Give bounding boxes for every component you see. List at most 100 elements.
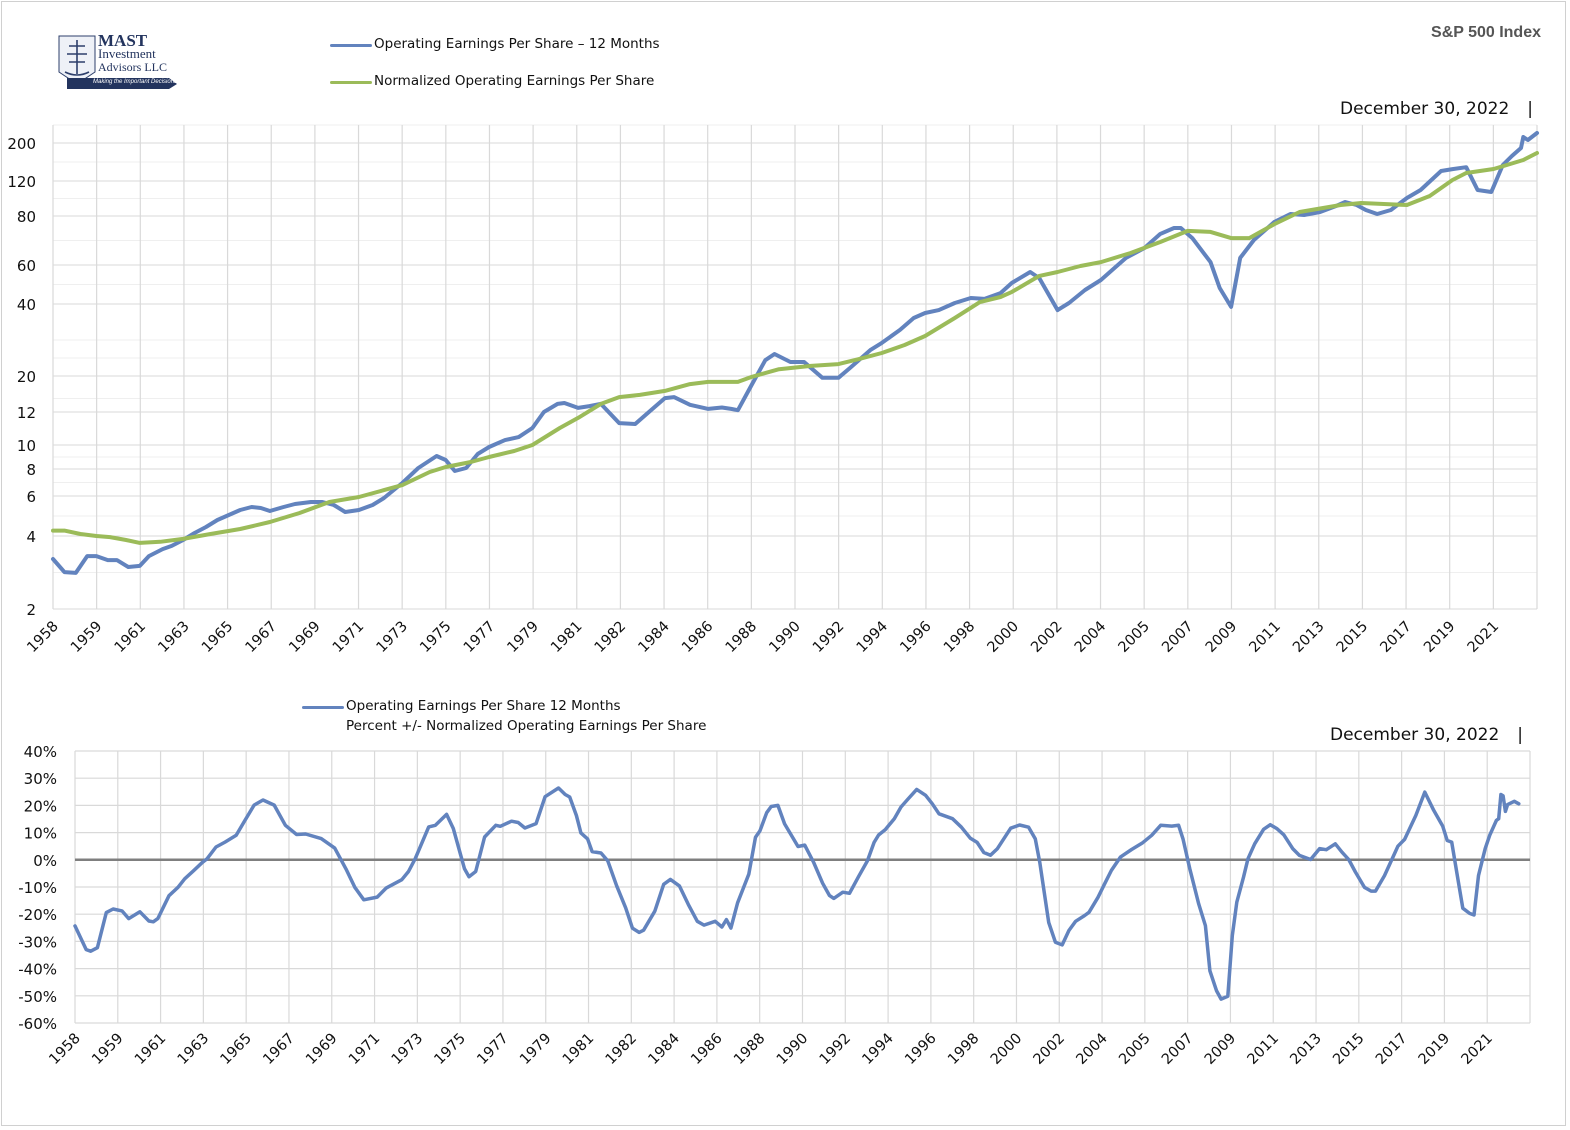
x-tick-label: 1982	[592, 619, 629, 656]
x-tick-label: 2000	[985, 619, 1022, 656]
x-tick-label: 1973	[374, 619, 411, 656]
y-tick-label: 6	[26, 488, 36, 506]
x-tick-label: 1961	[132, 1031, 169, 1068]
x-tick-label: 2009	[1203, 619, 1240, 656]
logo-investment: Investment	[98, 46, 156, 61]
x-tick-label: 1975	[417, 619, 454, 656]
x-tick-label: 2007	[1159, 619, 1196, 656]
legend-swatch-pct	[302, 706, 344, 709]
legend-label-normalized: Normalized Operating Earnings Per Share	[374, 73, 655, 89]
legend-label-pct-line1: Operating Earnings Per Share 12 Months	[346, 698, 621, 714]
date-marker: |	[1517, 725, 1523, 745]
y-tick-label: 8	[26, 461, 36, 479]
x-tick-label: 1963	[175, 1031, 212, 1068]
y-tick-label: 2	[26, 601, 36, 619]
x-tick-label: 2007	[1159, 1031, 1196, 1068]
x-tick-label: 1998	[941, 619, 978, 656]
bottom-date-label: December 30, 2022	[1330, 725, 1500, 745]
x-tick-label: 1992	[810, 619, 847, 656]
x-tick-label: 1986	[688, 1031, 725, 1068]
y-tick-label: 10%	[24, 825, 57, 843]
x-tick-label: 1979	[505, 619, 542, 656]
x-tick-label: 1971	[346, 1031, 383, 1068]
x-tick-label: 1958	[24, 619, 61, 656]
x-tick-label: 2017	[1377, 619, 1414, 656]
normalized-eps-line	[51, 151, 1539, 545]
x-tick-label: 1967	[243, 619, 280, 656]
x-tick-label: 1996	[897, 619, 934, 656]
y-tick-label: -50%	[18, 988, 57, 1006]
x-tick-label: 2021	[1459, 1031, 1496, 1068]
x-tick-label: 2002	[1028, 619, 1065, 656]
y-tick-label: 40%	[24, 743, 57, 761]
x-tick-label: 2000	[988, 1031, 1025, 1068]
x-tick-label: 1979	[517, 1031, 554, 1068]
x-tick-label: 2011	[1247, 619, 1284, 656]
x-tick-label: 1990	[766, 619, 803, 656]
percent-vs-normalized-line	[73, 786, 1521, 1001]
x-tick-label: 1981	[548, 619, 585, 656]
x-tick-label: 2015	[1330, 1031, 1367, 1068]
x-tick-label: 1975	[432, 1031, 469, 1068]
x-tick-label: 2021	[1465, 619, 1502, 656]
x-tick-label: 1971	[330, 619, 367, 656]
x-tick-label: 1959	[89, 1031, 126, 1068]
x-tick-label: 2011	[1245, 1031, 1282, 1068]
x-tick-label: 1988	[723, 619, 760, 656]
x-tick-label: 1992	[817, 1031, 854, 1068]
x-tick-label: 2017	[1373, 1031, 1410, 1068]
x-tick-label: 2005	[1116, 1031, 1153, 1068]
y-tick-label: -20%	[18, 906, 57, 924]
y-tick-label: 4	[26, 528, 36, 546]
x-tick-label: 1981	[560, 1031, 597, 1068]
x-tick-label: 2019	[1421, 619, 1458, 656]
x-tick-label: 1994	[854, 619, 891, 656]
y-tick-label: -40%	[18, 961, 57, 979]
y-tick-label: 40	[17, 296, 36, 314]
y-tick-label: -10%	[18, 879, 57, 897]
legend-label-pct-line2: Percent +/- Normalized Operating Earning…	[346, 718, 707, 734]
legend-swatch-normalized	[330, 81, 372, 84]
y-tick-label: 200	[7, 135, 36, 153]
x-tick-label: 1998	[945, 1031, 982, 1068]
y-tick-label: 12	[17, 404, 36, 422]
x-tick-label: 1965	[199, 619, 236, 656]
y-tick-label: 30%	[24, 770, 57, 788]
x-tick-label: 1984	[646, 1031, 683, 1068]
y-tick-label: -60%	[18, 1015, 57, 1033]
x-tick-label: 2015	[1334, 619, 1371, 656]
y-tick-label: -30%	[18, 933, 57, 951]
operating-eps-line	[51, 131, 1539, 575]
y-tick-label: 120	[7, 173, 36, 191]
bottom-chart-date: December 30, 2022 |	[1330, 725, 1523, 745]
y-tick-label: 60	[17, 257, 36, 275]
x-tick-label: 1990	[774, 1031, 811, 1068]
index-label: S&P 500 Index	[1431, 24, 1541, 41]
x-tick-label: 1958	[46, 1031, 83, 1068]
x-tick-label: 2019	[1416, 1031, 1453, 1068]
x-tick-label: 2013	[1290, 619, 1327, 656]
x-tick-label: 1977	[461, 619, 498, 656]
x-tick-label: 1965	[218, 1031, 255, 1068]
x-tick-label: 2013	[1287, 1031, 1324, 1068]
x-tick-label: 1977	[474, 1031, 511, 1068]
logo-mast: MAST	[98, 31, 148, 50]
x-tick-label: 2005	[1116, 619, 1153, 656]
y-tick-label: 80	[17, 208, 36, 226]
x-tick-label: 1986	[679, 619, 716, 656]
x-tick-label: 1963	[155, 619, 192, 656]
y-tick-label: 20	[17, 368, 36, 386]
x-tick-label: 1994	[860, 1031, 897, 1068]
x-tick-label: 2004	[1072, 619, 1109, 656]
logo-tagline: Making the Important Decisions	[93, 79, 178, 85]
legend-swatch-eps	[330, 44, 372, 47]
x-tick-label: 1967	[260, 1031, 297, 1068]
top-date-label: December 30, 2022	[1340, 99, 1510, 119]
x-tick-label: 1984	[635, 619, 672, 656]
x-tick-label: 1988	[731, 1031, 768, 1068]
x-tick-label: 1982	[603, 1031, 640, 1068]
x-tick-label: 1996	[902, 1031, 939, 1068]
x-tick-label: 1973	[389, 1031, 426, 1068]
x-tick-label: 2004	[1073, 1031, 1110, 1068]
